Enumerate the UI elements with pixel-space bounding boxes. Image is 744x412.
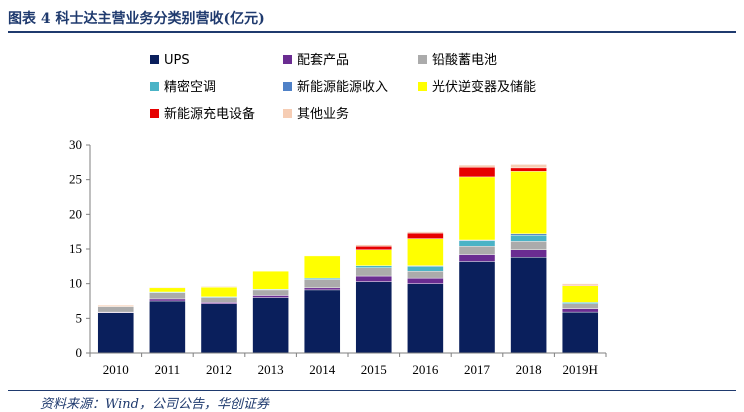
- legend-swatch-3: [150, 82, 159, 91]
- bar-segment-2017-s3: [458, 240, 496, 247]
- x-tick-label-2018: 2018: [516, 362, 542, 377]
- bar-segment-2015-s1: [355, 275, 392, 282]
- bar-segment-2017-s2: [458, 246, 496, 255]
- bar-segment-2019H-s1: [562, 308, 599, 313]
- bar-segment-2010-s2: [97, 306, 135, 313]
- axes-group: 0 5 10 15 20 25 30 2010 2011 2012 2013 2014 2015 2016…: [69, 137, 607, 377]
- bar-segment-2011-s7: [149, 286, 186, 289]
- bar-segment-2018-s7: [510, 164, 547, 169]
- bottom-rule: [8, 390, 736, 391]
- bar-segment-2019H-s7: [562, 283, 599, 286]
- x-tick-label-2013: 2013: [258, 362, 284, 377]
- x-tick-label-2014: 2014: [309, 362, 336, 377]
- bar-segment-2011-s0: [149, 300, 186, 354]
- bar-segment-2013-s1: [252, 295, 289, 298]
- bar-segment-2018-s2: [510, 241, 547, 250]
- bar-segment-2014-s0: [304, 289, 341, 354]
- bar-segment-2012-s0: [200, 303, 238, 354]
- bar-segment-2010-s0: [97, 312, 135, 354]
- bar-segment-2016-s5: [407, 238, 444, 266]
- bar-segment-2016-s0: [407, 283, 444, 354]
- bar-segment-2019H-s5: [562, 285, 599, 303]
- legend-swatch-6: [150, 109, 159, 118]
- bar-segment-2014-s3: [304, 277, 341, 280]
- bar-segment-2014-s5: [304, 255, 341, 279]
- legend-swatch-2: [418, 55, 427, 64]
- bar-segment-2019H-s3: [562, 302, 599, 304]
- y-tick-label-30: 30: [69, 137, 82, 152]
- x-tick-label-2010: 2010: [103, 362, 129, 377]
- bar-segment-2016-s6: [407, 232, 444, 239]
- bar-segment-2017-s6: [458, 166, 496, 178]
- bar-segment-2012-s2: [200, 297, 238, 303]
- bar-segment-2015-s3: [355, 265, 392, 268]
- bar-segment-2011-s5: [149, 287, 186, 293]
- bar-segment-2013-s2: [252, 289, 289, 296]
- legend-label-1: 配套产品: [297, 52, 349, 68]
- bar-segment-2018-s4: [510, 233, 547, 236]
- y-tick-label-20: 20: [69, 206, 82, 221]
- bar-segment-2015-s7: [355, 244, 392, 247]
- legend-swatch-0: [150, 55, 159, 64]
- y-tick-label-10: 10: [69, 276, 82, 291]
- bar-segment-2016-s7: [407, 231, 444, 234]
- source-note: 资料来源：Wind，公司公告，华创证券: [40, 397, 269, 412]
- bar-segment-2012-s1: [200, 302, 238, 304]
- legend-label-6: 新能源充电设备: [164, 106, 255, 122]
- bar-segment-2012-s5: [200, 286, 238, 298]
- bar-segment-2014-s2: [304, 279, 341, 289]
- bar-segment-2015-s0: [355, 281, 392, 354]
- bar-segment-2017-s1: [458, 254, 496, 262]
- bar-segment-2017-s0: [458, 261, 496, 354]
- bar-segment-2017-s5: [458, 176, 496, 241]
- bar-segment-2018-s3: [510, 234, 547, 242]
- y-tick-label-25: 25: [69, 172, 82, 187]
- bar-segment-2015-s2: [355, 267, 392, 277]
- legend-label-2: 铅酸蓄电池: [432, 53, 497, 68]
- legend-swatch-7: [283, 109, 292, 118]
- bar-segment-2013-s5: [252, 270, 289, 290]
- legend-label-4: 新能源能源收入: [297, 79, 388, 95]
- bar-segment-2016-s1: [407, 277, 444, 284]
- bar-segment-2014-s1: [304, 287, 341, 291]
- legend-swatch-4: [283, 82, 292, 91]
- bar-segment-2015-s6: [355, 246, 392, 250]
- legend-swatch-1: [283, 55, 292, 64]
- bar-segment-2012-s7: [200, 286, 238, 288]
- bar-segment-2018-s5: [510, 171, 547, 234]
- title-rule: [8, 31, 736, 33]
- bar-segment-2016-s3: [407, 266, 444, 272]
- legend-label-0: UPS: [164, 53, 190, 68]
- legend-swatch-5: [418, 82, 427, 91]
- bar-segment-2013-s0: [252, 297, 289, 354]
- bar-segment-2019H-s2: [562, 303, 599, 309]
- x-tick-label-2019H: 2019H: [563, 362, 598, 377]
- x-tick-label-2016: 2016: [412, 362, 439, 377]
- bar-segment-2010-s7: [97, 304, 135, 307]
- x-tick-label-2011: 2011: [155, 362, 181, 377]
- bar-segment-2017-s7: [458, 164, 496, 168]
- bar-segment-2015-s5: [355, 249, 392, 266]
- figure-title: 图表 4 科士达主营业务分类别营收(亿元): [8, 11, 265, 27]
- y-tick-label-5: 5: [76, 310, 83, 325]
- x-tick-label-2017: 2017: [464, 362, 491, 377]
- x-tick-label-2015: 2015: [361, 362, 387, 377]
- x-tick-label-2012: 2012: [206, 362, 232, 377]
- legend-label-5: 光伏逆变器及储能: [432, 79, 536, 95]
- y-tick-label-0: 0: [76, 345, 83, 360]
- y-tick-label-15: 15: [69, 241, 82, 256]
- bar-segment-2018-s0: [510, 257, 547, 354]
- bar-segment-2019H-s0: [562, 311, 599, 354]
- legend-label-7: 其他业务: [297, 106, 349, 122]
- bar-segment-2018-s6: [510, 167, 547, 172]
- bar-segment-2018-s1: [510, 249, 547, 258]
- bar-segment-2016-s2: [407, 270, 444, 279]
- bars-group: [97, 164, 599, 354]
- legend-label-3: 精密空调: [164, 79, 216, 95]
- bar-segment-2011-s1: [149, 298, 186, 302]
- bar-segment-2011-s2: [149, 292, 186, 300]
